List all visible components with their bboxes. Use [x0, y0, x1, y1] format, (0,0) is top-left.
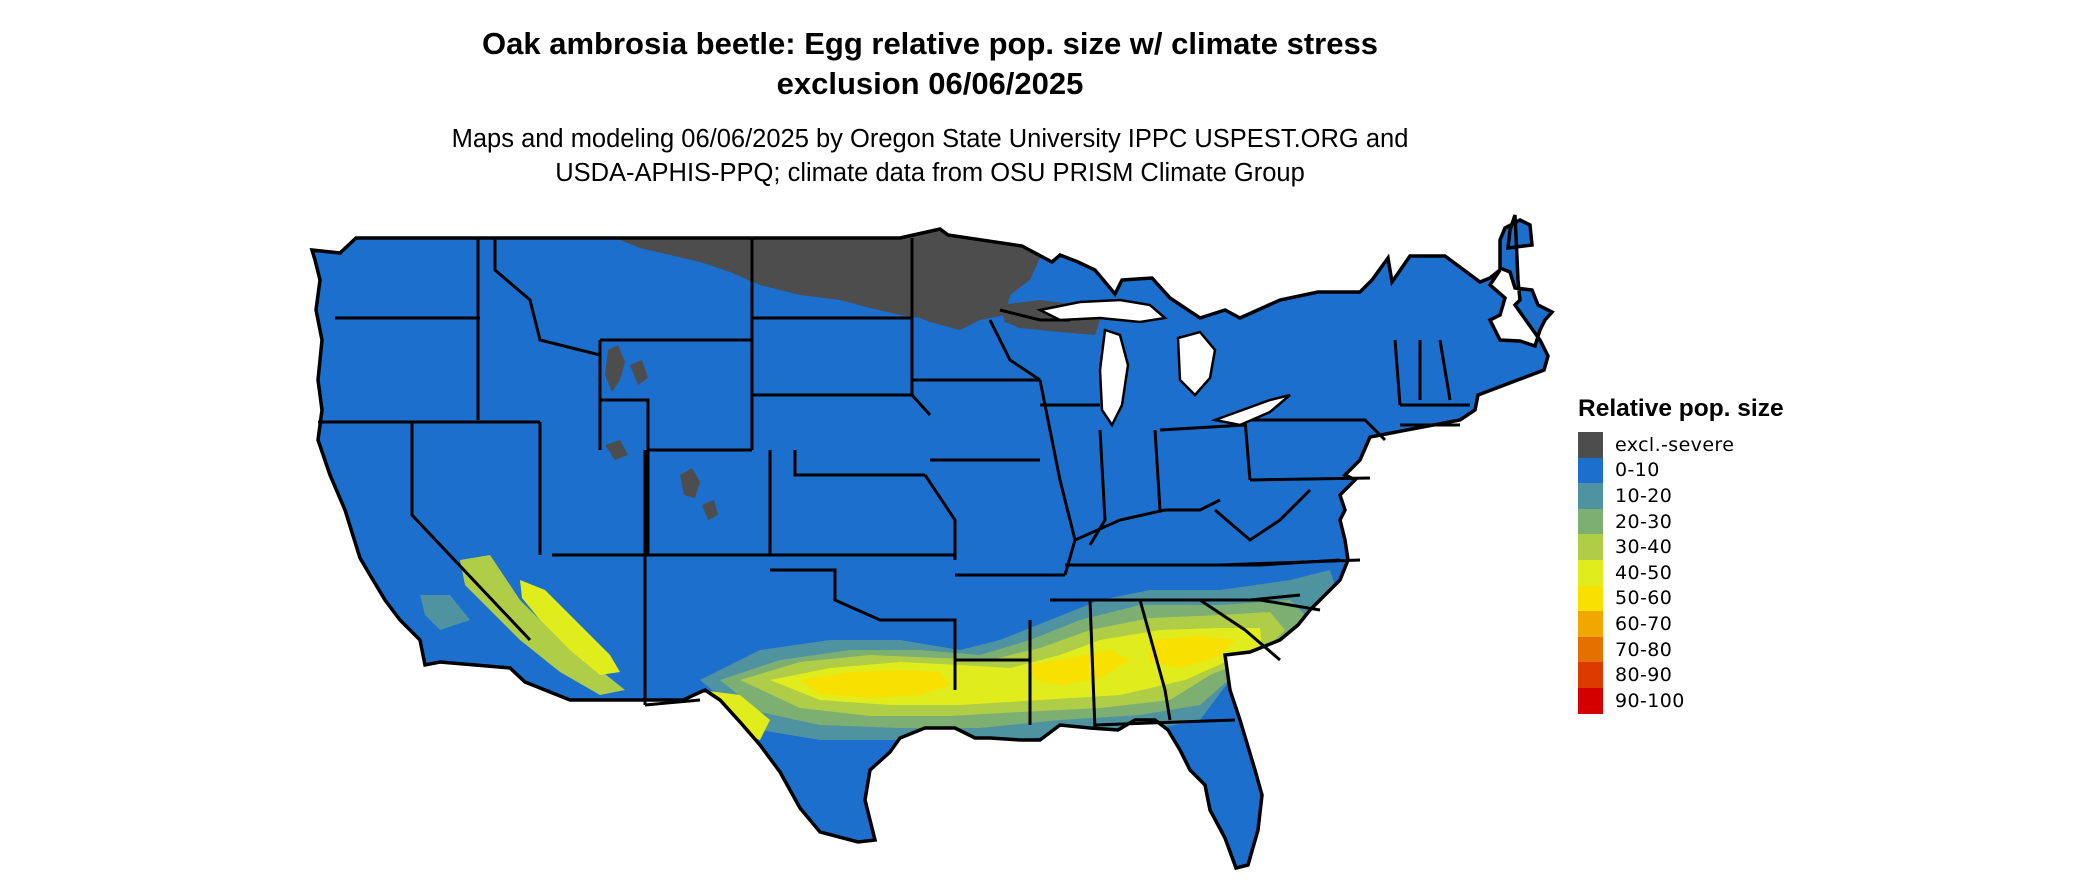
legend-item: excl.-severe: [1578, 432, 1784, 458]
legend-label: 20-30: [1615, 510, 1673, 533]
legend-item: 20-30: [1578, 508, 1784, 535]
legend-swatch: [1578, 585, 1603, 612]
border-nh-me: [1438, 339, 1452, 401]
legend-item: 30-40: [1578, 534, 1784, 560]
border-il-mo: [1038, 379, 1077, 576]
band-50-60-south-east: [1150, 636, 1235, 668]
border-il-in: [1088, 429, 1107, 546]
border-id-mt: [493, 238, 601, 357]
border-ne-ks: [793, 450, 925, 477]
border-ks-mo: [923, 474, 957, 560]
band-50-60-south-central: [1030, 650, 1130, 685]
legend-item: 80-90: [1578, 662, 1784, 688]
legend-item: 40-50: [1578, 559, 1784, 586]
title-line-1: Oak ambrosia beetle: Egg relative pop. s…: [482, 26, 1378, 61]
subtitle-line-1: Maps and modeling 06/06/2025 by Oregon S…: [451, 125, 1409, 153]
legend-item: 60-70: [1578, 611, 1784, 637]
legend-label: 80-90: [1615, 664, 1673, 687]
legend-swatch: [1578, 559, 1603, 586]
lake-superior: [1036, 298, 1168, 324]
lake-michigan: [1098, 328, 1130, 428]
border-ms-al: [1088, 599, 1097, 731]
exclusion-zone-northern-plains: [615, 229, 1040, 330]
state-borders: [318, 238, 1470, 731]
legend-item: 70-80: [1578, 636, 1784, 663]
legend-label: 50-60: [1615, 587, 1673, 610]
exclusion-patch-utah: [605, 440, 628, 460]
legend-title: Relative pop. size: [1578, 395, 1784, 422]
legend-item: 50-60: [1578, 585, 1784, 612]
band-40-50-southwest: [520, 580, 620, 675]
legend-label: 10-20: [1615, 484, 1673, 507]
legend-swatch: [1578, 534, 1603, 560]
border-wv-va: [1214, 488, 1312, 542]
legend-swatch: [1578, 483, 1603, 509]
border-ga-sc: [1199, 598, 1281, 662]
legend-label: 60-70: [1615, 612, 1673, 635]
border-al-ga: [1138, 599, 1172, 721]
border-ok-tx: [770, 568, 957, 690]
band-50-60-south-west: [800, 670, 950, 698]
legend-items: excl.-severe 0-10 10-20 20-30 30-40 40-50 50-6…: [1578, 432, 1784, 714]
border-va-nc: [1219, 558, 1361, 567]
lake-huron: [1176, 330, 1217, 397]
border-in-oh: [1153, 429, 1162, 511]
exclusion-patch-wyoming-1: [605, 345, 625, 392]
legend: Relative pop. size excl.-severe 0-10 10-20…: [1578, 394, 1784, 714]
exclusion-patch-colorado-1: [680, 468, 700, 498]
exclusion-patch-wyoming-2: [630, 360, 648, 385]
legend-swatch: [1578, 636, 1603, 663]
raster-layers: [420, 229, 1340, 740]
title-line-2: exclusion 06/06/2025: [776, 66, 1084, 101]
legend-label: 30-40: [1615, 536, 1673, 559]
border-pa-ny: [1250, 418, 1387, 442]
exclusion-patch-colorado-2: [702, 500, 718, 520]
legend-swatch: [1578, 662, 1603, 688]
border-oh-pa: [1243, 419, 1252, 481]
legend-swatch: [1578, 432, 1603, 458]
legend-item: 10-20: [1578, 483, 1784, 509]
border-ny-vt: [1393, 339, 1402, 406]
legend-swatch: [1578, 611, 1603, 637]
subtitle-line-2: USDA-APHIS-PPQ; climate data from OSU PR…: [555, 159, 1305, 187]
border-ga-fl: [1094, 718, 1236, 727]
border-nm-tx: [644, 698, 701, 707]
legend-label: excl.-severe: [1615, 433, 1735, 456]
lake-erie: [1210, 393, 1291, 427]
legend-item: 90-100: [1578, 687, 1784, 714]
legend-label: 70-80: [1615, 638, 1673, 661]
border-ca-nv: [410, 422, 532, 642]
legend-label: 40-50: [1615, 561, 1673, 584]
legend-label: 90-100: [1615, 689, 1685, 712]
legend-label: 0-10: [1615, 459, 1660, 482]
band-10-20-california: [420, 595, 470, 630]
border-ut-wy: [600, 398, 752, 452]
map-subtitle: Maps and modeling 06/06/2025 by Oregon S…: [0, 122, 1860, 190]
map-title: Oak ambrosia beetle: Egg relative pop. s…: [0, 24, 1860, 104]
border-ky-north: [1074, 498, 1221, 542]
great-lakes: [1036, 298, 1291, 428]
legend-swatch: [1578, 687, 1603, 714]
border-nc-sc: [1205, 598, 1321, 612]
legend-swatch: [1578, 508, 1603, 535]
legend-item: 0-10: [1578, 457, 1784, 484]
legend-swatch: [1578, 457, 1603, 484]
border-mn-wi: [988, 319, 1041, 382]
border-mi-oh: [1159, 423, 1246, 432]
